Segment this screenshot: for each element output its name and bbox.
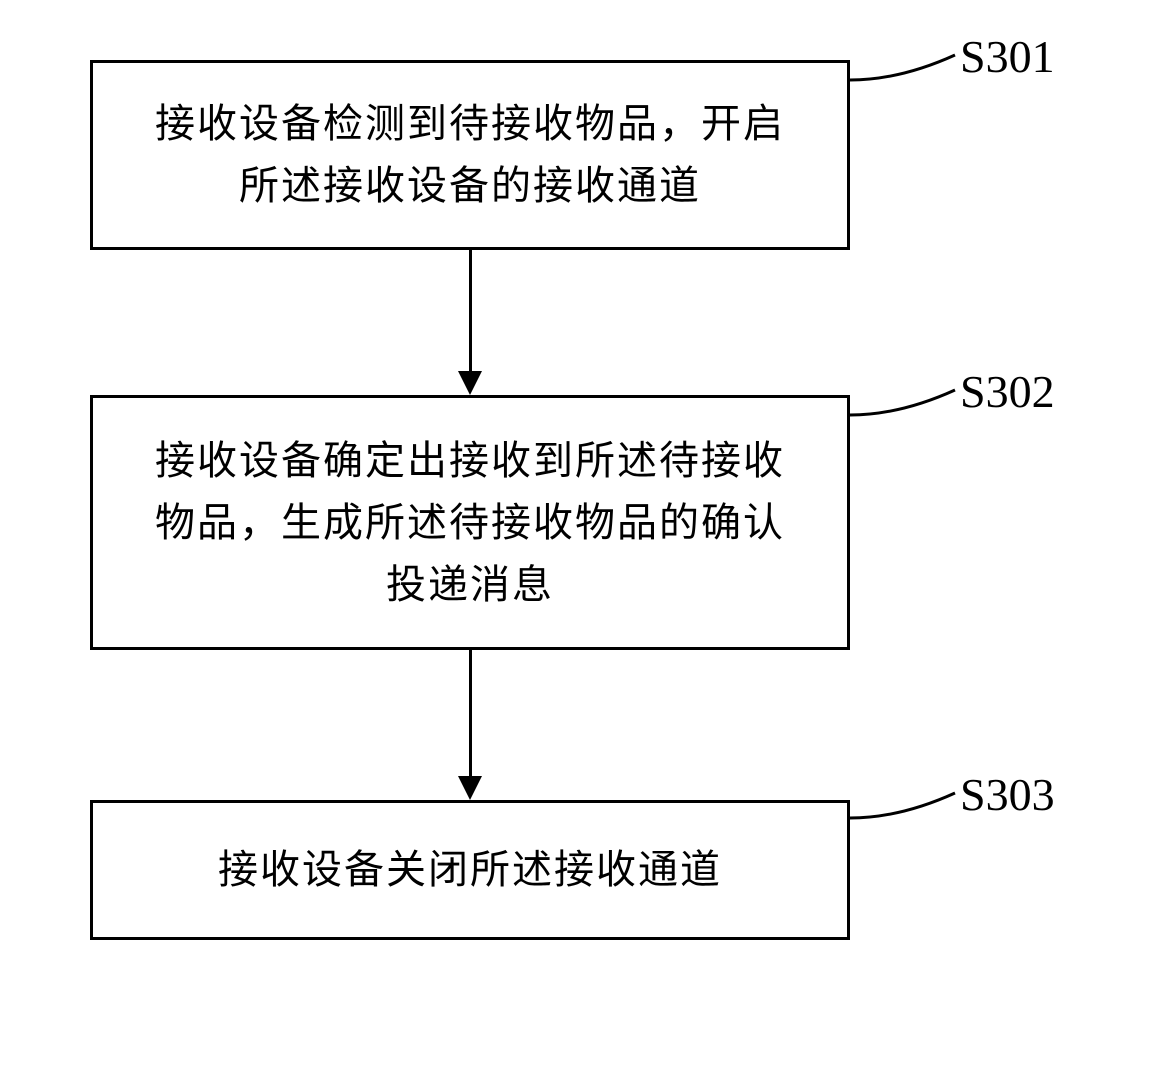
leader-line-s303 <box>0 0 1157 1076</box>
flowchart-container: 接收设备检测到待接收物品，开启所述接收设备的接收通道 S301 接收设备确定出接… <box>0 0 1157 1076</box>
step-label-s303: S303 <box>960 768 1055 821</box>
